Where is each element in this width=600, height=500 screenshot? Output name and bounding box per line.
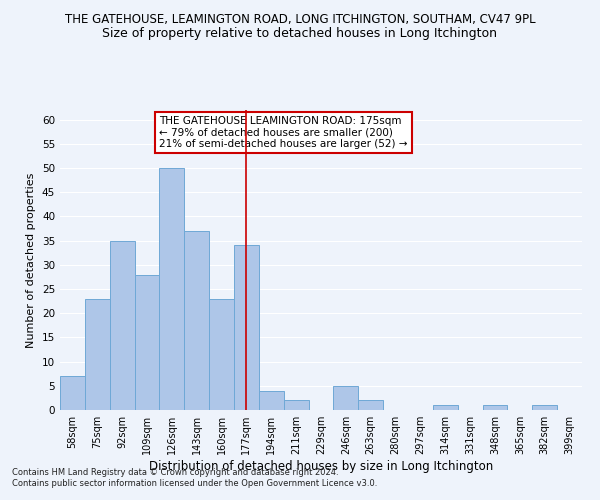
Bar [433, 405, 458, 410]
Bar [284, 400, 308, 410]
Bar [532, 405, 557, 410]
Bar [209, 298, 234, 410]
Bar [334, 386, 358, 410]
Y-axis label: Number of detached properties: Number of detached properties [26, 172, 37, 348]
X-axis label: Distribution of detached houses by size in Long Itchington: Distribution of detached houses by size … [149, 460, 493, 473]
Bar [85, 298, 110, 410]
Text: THE GATEHOUSE LEAMINGTON ROAD: 175sqm
← 79% of detached houses are smaller (200): THE GATEHOUSE LEAMINGTON ROAD: 175sqm ← … [159, 116, 407, 149]
Bar [482, 405, 508, 410]
Bar [184, 231, 209, 410]
Bar [110, 240, 134, 410]
Text: Size of property relative to detached houses in Long Itchington: Size of property relative to detached ho… [103, 28, 497, 40]
Bar [60, 376, 85, 410]
Bar [358, 400, 383, 410]
Text: Contains HM Land Registry data © Crown copyright and database right 2024.
Contai: Contains HM Land Registry data © Crown c… [12, 468, 377, 487]
Text: THE GATEHOUSE, LEAMINGTON ROAD, LONG ITCHINGTON, SOUTHAM, CV47 9PL: THE GATEHOUSE, LEAMINGTON ROAD, LONG ITC… [65, 12, 535, 26]
Bar [134, 274, 160, 410]
Bar [160, 168, 184, 410]
Bar [259, 390, 284, 410]
Bar [234, 246, 259, 410]
